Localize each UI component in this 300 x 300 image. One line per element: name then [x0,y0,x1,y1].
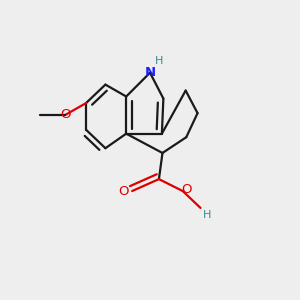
Text: H: H [203,210,211,220]
Text: N: N [144,66,156,79]
Text: O: O [118,184,128,197]
Text: O: O [181,183,191,196]
Text: O: O [60,108,70,122]
Text: H: H [155,56,163,66]
